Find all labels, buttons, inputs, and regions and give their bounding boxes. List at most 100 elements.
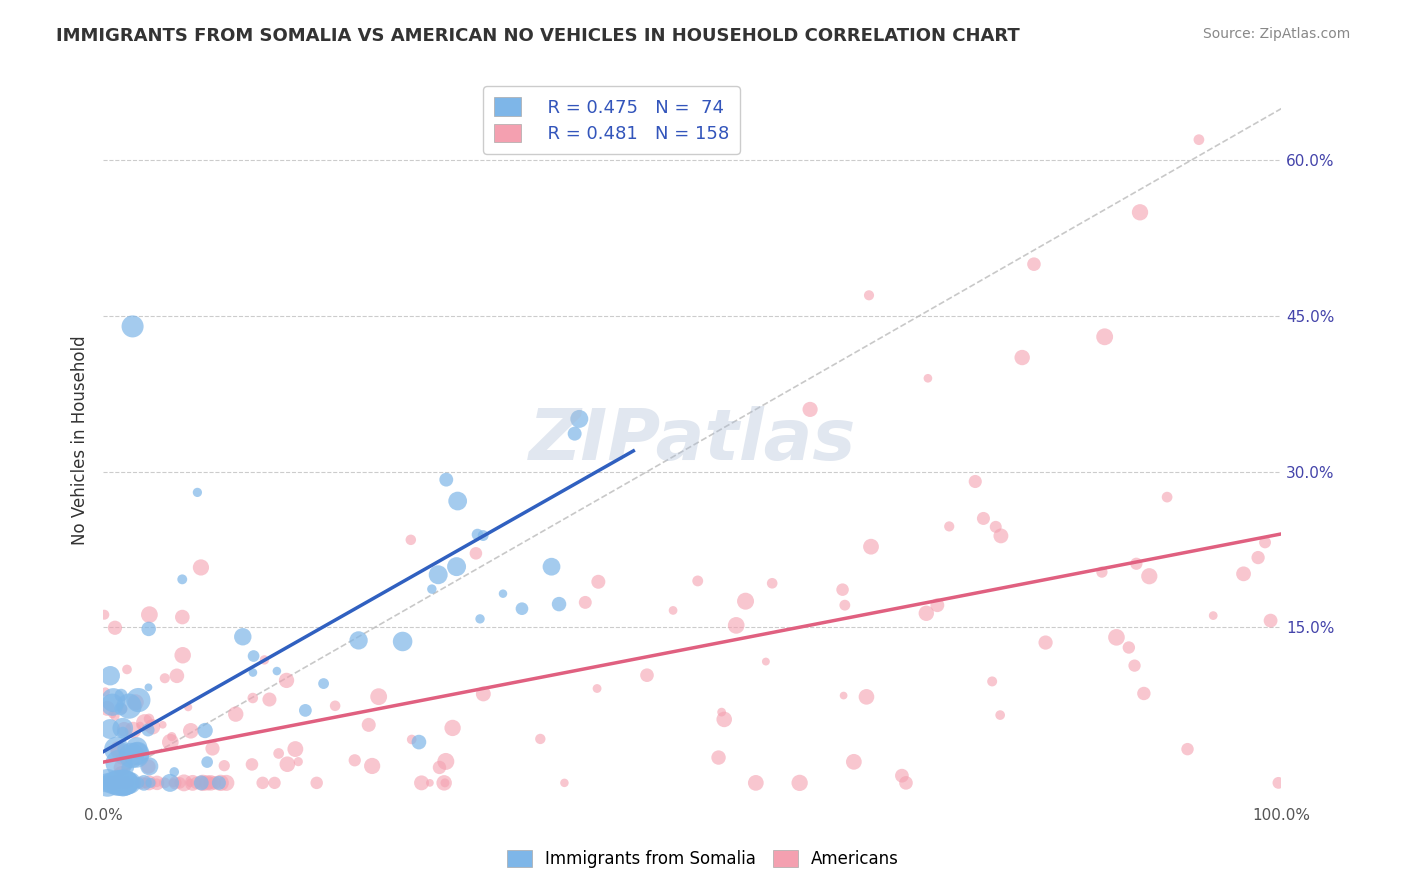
Point bbox=[420, 582, 443, 596]
Point bbox=[107, 776, 129, 790]
Point bbox=[111, 751, 134, 765]
Point bbox=[114, 776, 136, 790]
Point bbox=[134, 776, 156, 790]
Point bbox=[162, 776, 184, 790]
Point bbox=[138, 712, 160, 726]
Point bbox=[172, 572, 194, 586]
Point bbox=[984, 520, 1007, 534]
Point bbox=[111, 776, 134, 790]
Point bbox=[1091, 565, 1114, 579]
Point bbox=[276, 757, 298, 772]
Point bbox=[101, 776, 124, 790]
Point bbox=[200, 776, 222, 790]
Point bbox=[232, 630, 254, 644]
Point bbox=[118, 699, 141, 714]
Point bbox=[112, 776, 135, 790]
Point bbox=[115, 776, 138, 790]
Point bbox=[101, 776, 124, 790]
Point bbox=[468, 612, 491, 626]
Point bbox=[472, 528, 495, 542]
Point bbox=[201, 741, 224, 756]
Point bbox=[842, 755, 865, 769]
Point bbox=[110, 688, 132, 702]
Point bbox=[108, 756, 131, 771]
Point bbox=[104, 776, 127, 790]
Point bbox=[553, 776, 575, 790]
Point bbox=[965, 475, 987, 489]
Point bbox=[181, 776, 204, 790]
Point bbox=[401, 732, 423, 747]
Point bbox=[399, 533, 422, 547]
Point bbox=[129, 776, 152, 790]
Point bbox=[127, 693, 149, 707]
Point bbox=[361, 759, 384, 773]
Point bbox=[138, 759, 160, 773]
Point bbox=[287, 755, 309, 769]
Point bbox=[710, 705, 733, 719]
Point bbox=[129, 718, 152, 732]
Point bbox=[111, 761, 134, 775]
Point bbox=[165, 776, 187, 790]
Point bbox=[636, 668, 658, 682]
Point bbox=[761, 576, 783, 591]
Point bbox=[111, 725, 134, 739]
Point bbox=[464, 546, 486, 560]
Point bbox=[529, 731, 551, 746]
Point bbox=[118, 776, 141, 790]
Point bbox=[831, 582, 853, 597]
Point bbox=[357, 718, 380, 732]
Point bbox=[492, 587, 515, 601]
Point bbox=[138, 759, 160, 773]
Point bbox=[574, 595, 596, 609]
Y-axis label: No Vehicles in Household: No Vehicles in Household bbox=[72, 335, 89, 545]
Point bbox=[662, 603, 685, 617]
Point bbox=[1137, 569, 1160, 583]
Point bbox=[101, 776, 124, 790]
Point bbox=[152, 718, 174, 732]
Point bbox=[799, 402, 821, 417]
Point bbox=[142, 720, 165, 734]
Point bbox=[917, 371, 939, 385]
Point bbox=[323, 698, 346, 713]
Point bbox=[834, 598, 856, 612]
Point bbox=[1022, 257, 1045, 271]
Point bbox=[832, 689, 855, 703]
Point bbox=[204, 776, 226, 790]
Point bbox=[225, 707, 247, 722]
Point bbox=[259, 692, 281, 706]
Point bbox=[184, 776, 207, 790]
Point bbox=[125, 747, 148, 762]
Point bbox=[263, 776, 285, 790]
Point bbox=[755, 655, 778, 669]
Point bbox=[96, 776, 118, 790]
Point bbox=[198, 776, 221, 790]
Point bbox=[1247, 550, 1270, 565]
Point bbox=[447, 494, 470, 508]
Point bbox=[124, 776, 146, 790]
Point bbox=[191, 776, 214, 790]
Point bbox=[115, 776, 138, 790]
Point bbox=[707, 750, 730, 764]
Point bbox=[305, 776, 328, 790]
Point bbox=[111, 702, 134, 716]
Point bbox=[789, 776, 811, 790]
Point bbox=[312, 676, 335, 690]
Point bbox=[988, 708, 1011, 723]
Point bbox=[128, 776, 150, 790]
Point bbox=[105, 776, 128, 790]
Point bbox=[433, 776, 456, 790]
Point bbox=[1094, 330, 1116, 344]
Point bbox=[713, 713, 735, 727]
Point bbox=[110, 702, 132, 716]
Point bbox=[112, 776, 135, 790]
Point bbox=[96, 776, 118, 790]
Point bbox=[548, 597, 571, 611]
Point bbox=[110, 766, 132, 780]
Point bbox=[253, 653, 276, 667]
Point bbox=[938, 519, 960, 533]
Point bbox=[122, 723, 145, 737]
Point bbox=[276, 673, 298, 688]
Point bbox=[169, 776, 191, 790]
Point bbox=[179, 776, 201, 790]
Point bbox=[890, 769, 912, 783]
